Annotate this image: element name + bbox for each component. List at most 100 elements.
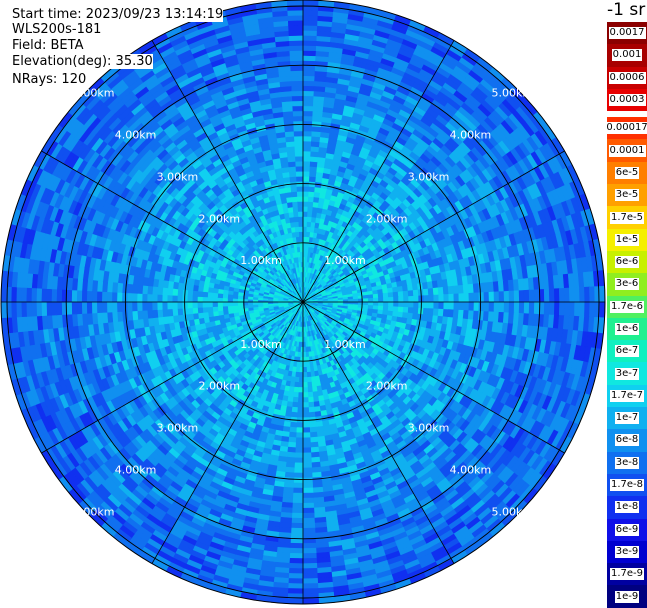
ppi-cell xyxy=(297,413,303,418)
ppi-cell xyxy=(293,498,304,503)
ppi-cell xyxy=(489,292,494,302)
ppi-cell xyxy=(299,372,303,377)
ppi-cell xyxy=(409,296,414,302)
ppi-cell xyxy=(289,427,296,433)
ppi-cell xyxy=(303,362,306,367)
ppi-cell xyxy=(399,302,404,307)
ppi-cell xyxy=(464,302,469,311)
ppi-cell xyxy=(398,307,403,313)
ppi-cell xyxy=(574,288,579,303)
ppi-cell xyxy=(399,297,404,302)
ppi-cell xyxy=(584,302,589,317)
ppi-cell xyxy=(363,302,368,305)
ppi-cell xyxy=(303,71,315,76)
ppi-cell xyxy=(295,443,303,448)
ppi-cell xyxy=(303,553,316,558)
ppi-cell xyxy=(289,432,296,438)
ppi-cell xyxy=(288,442,296,448)
ppi-cell xyxy=(469,293,474,302)
ppi-cell xyxy=(288,437,296,443)
ppi-cell xyxy=(529,302,534,314)
ppi-cell xyxy=(303,91,314,96)
ppi-cell xyxy=(303,30,317,35)
ppi-cell xyxy=(308,197,314,202)
ppi-cell xyxy=(303,96,314,101)
ppi-cell xyxy=(509,302,514,313)
ppi-cell xyxy=(299,377,303,382)
ppi-cell xyxy=(303,35,317,40)
ppi-cell xyxy=(303,488,313,493)
ppi-cell xyxy=(291,407,297,413)
ppi-cell xyxy=(549,302,554,315)
ppi-cell xyxy=(303,171,310,176)
ppi-cell xyxy=(288,588,303,594)
ppi-cell xyxy=(311,382,316,388)
ppi-cell xyxy=(303,478,313,483)
ppi-cell xyxy=(388,302,393,307)
ppi-cell xyxy=(403,307,408,313)
ppi-cell xyxy=(303,156,311,161)
ppi-cell xyxy=(303,352,306,357)
ppi-cell xyxy=(303,408,309,413)
ppi-cell xyxy=(363,299,368,302)
ppi-cell xyxy=(294,478,304,483)
ppi-cell xyxy=(310,166,317,172)
ppi-cell xyxy=(464,293,469,302)
ppi-cell xyxy=(584,287,589,302)
ppi-cell xyxy=(289,568,303,573)
ppi-cell xyxy=(303,227,307,232)
ppi-cell xyxy=(404,297,409,303)
ppi-cell xyxy=(303,433,310,438)
ppi-cell xyxy=(388,297,393,302)
ppi-cell xyxy=(298,403,304,408)
ppi-cell xyxy=(378,298,383,302)
ppi-cell xyxy=(303,403,309,408)
ppi-cell xyxy=(308,397,314,402)
ppi-cell xyxy=(449,294,454,302)
ppi-cell xyxy=(554,289,559,302)
ppi-cell xyxy=(423,308,429,315)
ppi-cell xyxy=(307,377,311,382)
ppi-cell xyxy=(303,237,306,242)
ppi-cell xyxy=(514,291,519,302)
ppi-cell xyxy=(296,433,303,438)
ppi-cell xyxy=(294,468,303,473)
ppi-cell xyxy=(303,121,313,126)
ppi-cell xyxy=(300,362,303,367)
ppi-cell xyxy=(289,558,303,563)
ppi-cell xyxy=(454,302,459,310)
ppi-cell xyxy=(414,302,419,308)
ppi-cell xyxy=(303,15,318,20)
ppi-cell xyxy=(309,407,315,413)
ppi-cell xyxy=(303,483,313,488)
ppi-cell xyxy=(569,302,574,316)
ppi-cell xyxy=(589,302,595,317)
ppi-cell xyxy=(303,45,316,50)
ppi-cell xyxy=(303,367,307,372)
ppi-cell xyxy=(423,289,429,296)
ppi-cell xyxy=(307,382,312,387)
ppi-cell xyxy=(309,176,316,182)
ppi-cell xyxy=(519,302,524,314)
ppi-cell xyxy=(308,402,314,407)
ppi-cell xyxy=(291,518,303,523)
ppi-cell xyxy=(303,588,318,594)
ppi-cell xyxy=(393,307,398,312)
ppi-cell xyxy=(368,298,373,302)
ppi-cell xyxy=(303,533,315,538)
ppi-cell xyxy=(303,116,313,121)
ppi-cell xyxy=(454,294,459,302)
ppi-cell xyxy=(413,308,419,314)
ppi-cell xyxy=(494,292,499,302)
ppi-cell xyxy=(303,382,308,387)
ppi-cell xyxy=(388,293,393,298)
ppi-cell xyxy=(307,372,311,377)
ppi-cell xyxy=(303,176,310,181)
ppi-cell xyxy=(303,393,308,398)
ppi-cell xyxy=(529,290,534,302)
ppi-cell xyxy=(309,412,315,418)
ppi-cell xyxy=(303,201,308,206)
ppi-cell xyxy=(499,302,504,313)
ppi-cell xyxy=(303,136,312,141)
